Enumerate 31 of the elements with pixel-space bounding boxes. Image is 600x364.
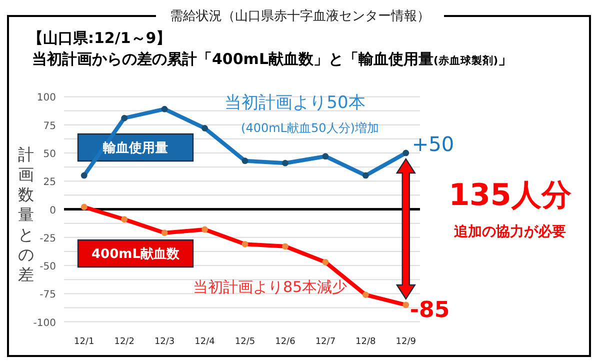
x-tick-label: 12/5 bbox=[234, 337, 256, 347]
annotation: +50 bbox=[412, 132, 454, 156]
x-tick-label: 12/3 bbox=[154, 337, 175, 347]
series-label: 400mL献血数 bbox=[92, 247, 180, 262]
y-tick-label: 25 bbox=[43, 177, 56, 188]
series-label: 輸血使用量 bbox=[102, 141, 168, 156]
chart-title: 需給状況（山口県赤十字血液センター情報） bbox=[170, 8, 430, 24]
y-tick-label: 0 bbox=[50, 205, 56, 216]
annotation: -85 bbox=[410, 298, 450, 323]
annotation: 当初計画より85本減少 bbox=[192, 278, 348, 296]
x-tick-label: 12/9 bbox=[396, 337, 416, 347]
annotation: (400mL献血50人分)増加 bbox=[241, 121, 379, 135]
text: 135人分 bbox=[448, 178, 572, 213]
text: 当初計画からの差の累計「400mL献血数」と「輸血使用量(赤血球製剤)」 bbox=[32, 50, 514, 68]
y-tick-label: -75 bbox=[40, 290, 56, 301]
chart-subtitle: 【山口県:12/1～9】 bbox=[28, 29, 172, 47]
annotation: 当初計画より50本 bbox=[224, 93, 366, 113]
x-tick-label: 12/1 bbox=[74, 337, 94, 347]
y-axis-title: 計画数量との差 bbox=[18, 145, 34, 284]
x-tick-label: 12/7 bbox=[315, 337, 336, 347]
y-tick-label: 75 bbox=[43, 120, 56, 132]
y-tick-label: 100 bbox=[36, 92, 56, 104]
x-tick-label: 12/2 bbox=[114, 337, 134, 347]
y-tick-label: 50 bbox=[43, 148, 56, 160]
x-tick-label: 12/4 bbox=[194, 337, 216, 347]
y-tick-label: -50 bbox=[40, 262, 56, 273]
y-tick-label: -100 bbox=[33, 318, 56, 329]
x-tick-label: 12/8 bbox=[356, 337, 376, 347]
y-tick-label: -25 bbox=[40, 233, 56, 244]
x-tick-label: 12/6 bbox=[275, 337, 296, 347]
text: 追加の協力が必要 bbox=[453, 223, 566, 240]
